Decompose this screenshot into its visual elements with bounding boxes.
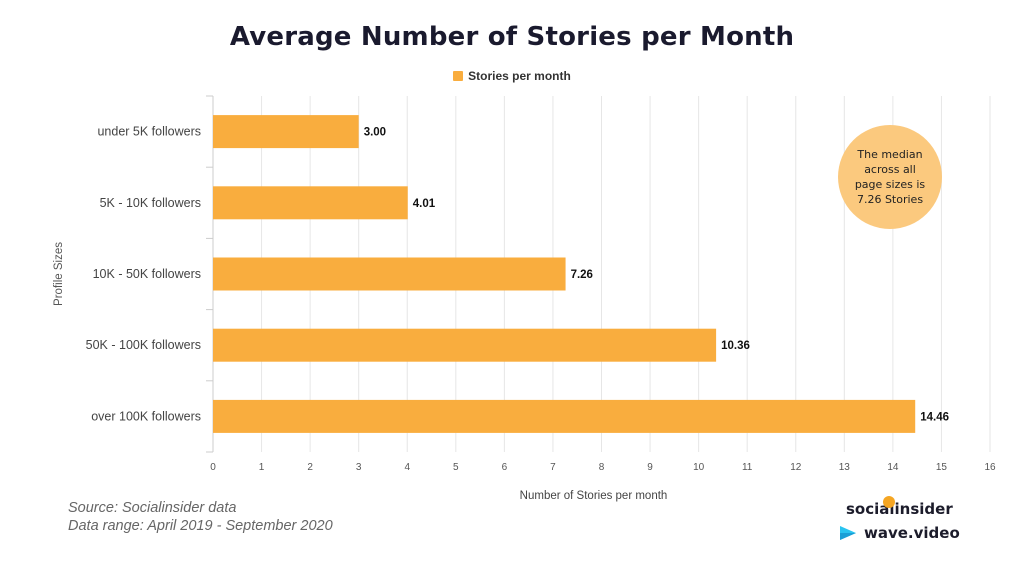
y-axis-title: Profile Sizes [53,242,65,306]
socialinsider-logo-dot [883,496,895,508]
bar-value-label: 3.00 [364,127,386,139]
x-tick-label: 0 [210,462,216,473]
median-annotation-text: The median across all page sizes is 7.26… [854,148,926,206]
y-category-label: over 100K followers [91,409,201,423]
chart-legend: Stories per month [0,69,1024,83]
x-tick-label: 3 [356,462,362,473]
bar-value-label: 14.46 [920,411,949,423]
bar [213,399,916,433]
x-tick-label: 11 [742,462,753,473]
bar [213,328,717,362]
bar-value-label: 7.26 [571,269,593,281]
x-tick-label: 13 [839,462,851,473]
bar-value-label: 4.01 [413,198,436,210]
chart-title: Average Number of Stories per Month [229,22,795,52]
data-range-note: Data range: April 2019 - September 2020 [68,518,333,534]
source-note: Source: Socialinsider data [68,500,237,516]
bar-value-label: 10.36 [721,340,750,352]
x-tick-label: 2 [307,462,313,473]
x-tick-label: 9 [647,462,653,473]
median-annotation: The median across all page sizes is 7.26… [838,125,942,229]
x-tick-label: 12 [790,462,802,473]
y-category-label: 5K - 10K followers [100,196,201,210]
bar [213,115,359,149]
socialinsider-logo: socialinsider [846,500,953,518]
x-tick-label: 1 [259,462,265,473]
x-tick-label: 6 [502,462,508,473]
bar [213,257,566,291]
x-tick-label: 16 [984,462,996,473]
wave-video-label: wave.video [864,524,960,542]
legend-label: Stories per month [468,69,571,83]
x-tick-label: 4 [404,462,410,473]
x-tick-label: 10 [693,462,705,473]
x-tick-label: 7 [550,462,556,473]
wave-video-logo: wave.video [838,522,960,544]
legend-swatch [453,71,464,81]
y-category-label: 10K - 50K followers [93,267,201,281]
x-tick-label: 8 [599,462,605,473]
bar [213,186,408,220]
x-tick-label: 5 [453,462,459,473]
y-category-label: under 5K followers [97,125,201,139]
wave-video-play-icon [840,526,856,540]
y-category-label: 50K - 100K followers [86,338,201,352]
x-tick-label: 14 [887,462,899,473]
x-axis-title: Number of Stories per month [520,490,668,502]
x-tick-label: 15 [936,462,948,473]
